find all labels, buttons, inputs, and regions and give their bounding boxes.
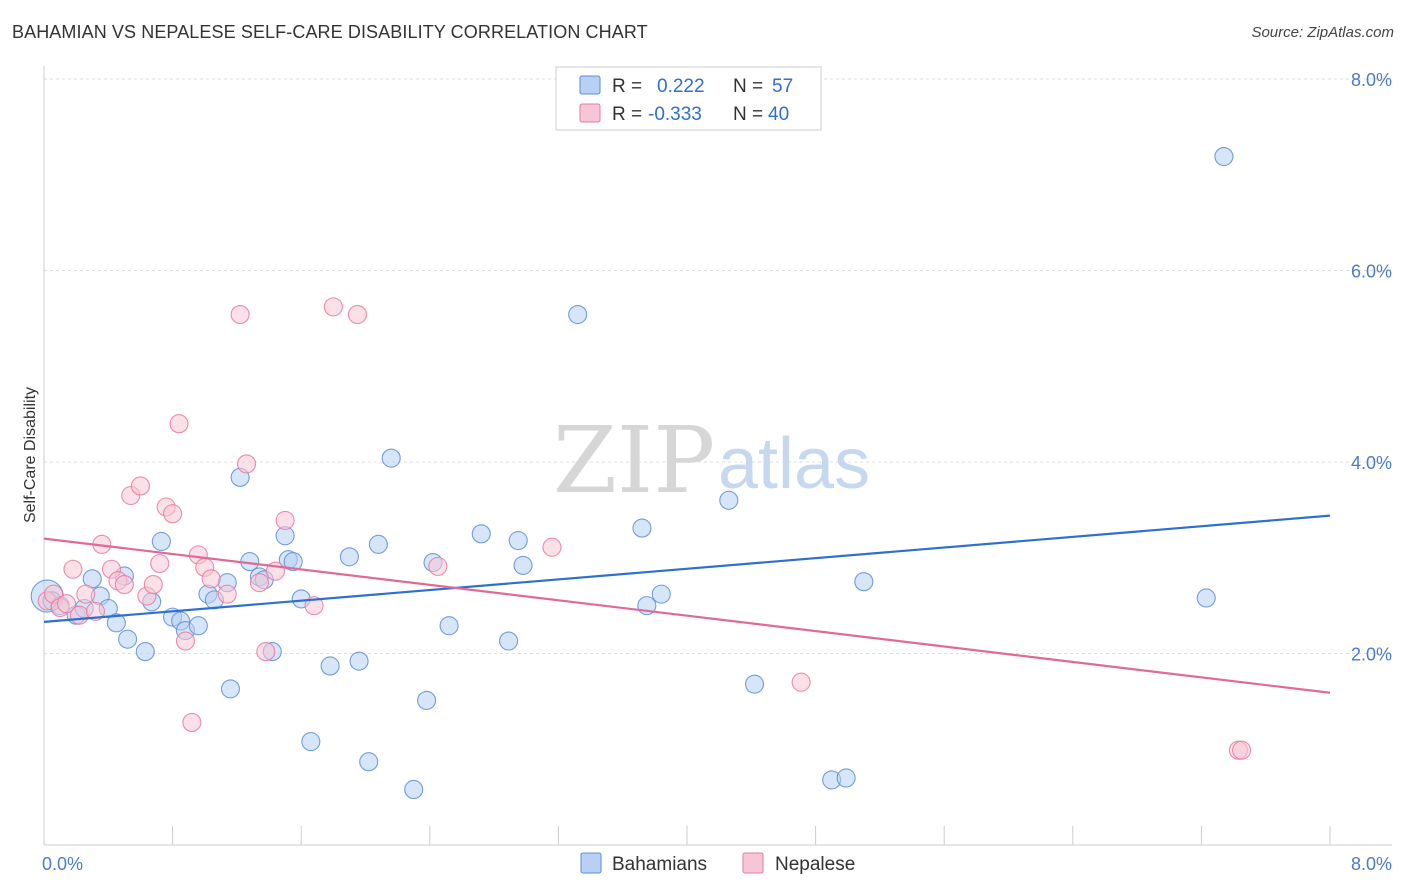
point-bahamians [151, 531, 171, 552]
watermark-atlas: atlas [718, 424, 870, 504]
legend-n-label-1: N = [733, 76, 763, 97]
point-nepalese [542, 537, 562, 557]
watermark: ZIP atlas [553, 407, 870, 514]
point-nepalese [1232, 740, 1252, 760]
point-nepalese [323, 297, 343, 317]
watermark-zip: ZIP [553, 407, 715, 514]
legend-r-value-2: -0.333 [648, 104, 702, 125]
legend-swatch-nepalese [579, 103, 601, 123]
point-bahamians [744, 674, 765, 694]
point-bahamians [1214, 147, 1234, 167]
point-bahamians [339, 547, 359, 567]
point-nepalese [150, 553, 170, 574]
source-label: Source: ZipAtlas.com [1251, 24, 1394, 41]
point-bahamians [632, 518, 652, 538]
point-nepalese [63, 559, 83, 579]
y-tick-label: 6.0% [1351, 262, 1392, 282]
x-tick-label: 0.0% [42, 854, 83, 874]
point-bahamians [301, 732, 321, 752]
point-nepalese [201, 569, 221, 589]
point-bahamians [439, 616, 459, 636]
series-legend: Bahamians Nepalese [580, 852, 855, 875]
legend-n-label-2: N = [733, 104, 763, 125]
point-nepalese [275, 510, 295, 530]
point-bahamians [854, 572, 874, 592]
y-tick-label: 8.0% [1351, 70, 1392, 90]
correlation-legend: R = 0.222 N = 57 R = -0.333 N = 40 [555, 66, 822, 131]
point-nepalese [791, 672, 811, 692]
point-bahamians [283, 552, 303, 572]
point-nepalese [69, 605, 89, 625]
point-bahamians [417, 690, 437, 710]
point-nepalese [56, 594, 77, 614]
chart-title: BAHAMIAN VS NEPALESE SELF-CARE DISABILIT… [12, 22, 648, 42]
point-bahamians [471, 524, 491, 544]
point-nepalese [182, 712, 202, 732]
legend-r-label-1: R = [612, 76, 642, 97]
point-bahamians [188, 616, 208, 636]
point-bahamians [320, 656, 340, 676]
point-nepalese [85, 601, 105, 621]
point-nepalese [304, 596, 324, 616]
point-nepalese [163, 504, 183, 524]
trend-lines [43, 514, 1331, 694]
point-bahamians [719, 490, 739, 510]
legend-r-value-1: 0.222 [657, 76, 705, 97]
point-nepalese [256, 642, 276, 662]
point-bahamians [359, 752, 379, 772]
point-nepalese [236, 454, 257, 474]
point-nepalese [428, 556, 448, 576]
point-nepalese [230, 304, 250, 325]
point-nepalese [76, 584, 96, 604]
y-tick-label: 2.0% [1351, 645, 1392, 665]
bottom-swatch-nepalese [742, 852, 764, 874]
legend-n-value-1: 57 [772, 76, 793, 97]
legend-n-value-2: 40 [768, 104, 789, 125]
series-name-bahamians: Bahamians [612, 854, 707, 875]
point-bahamians [381, 448, 401, 468]
trend-line-nepalese [43, 537, 1331, 694]
point-bahamians [836, 768, 856, 788]
point-bahamians [220, 679, 241, 699]
point-bahamians [568, 304, 588, 325]
legend-swatch-bahamians [579, 75, 601, 95]
y-tick-label: 4.0% [1351, 453, 1392, 473]
x-tick-label: 8.0% [1351, 854, 1392, 874]
y-axis-label: Self-Care Disability [22, 387, 39, 523]
point-bahamians [349, 651, 369, 671]
point-bahamians [404, 779, 424, 800]
tick-labels: 2.0% 4.0% 6.0% 8.0% 0.0% 8.0% [42, 70, 1392, 874]
point-nepalese [143, 575, 163, 595]
point-nepalese [217, 584, 237, 604]
point-bahamians [651, 584, 671, 604]
point-nepalese [175, 631, 196, 651]
legend-r-label-2: R = [612, 104, 642, 125]
point-nepalese [130, 476, 150, 496]
bottom-swatch-bahamians [580, 852, 602, 874]
point-nepalese [347, 304, 368, 325]
point-bahamians [508, 530, 528, 551]
point-bahamians [118, 629, 138, 649]
point-nepalese [169, 414, 189, 434]
trend-line-bahamians [43, 514, 1331, 623]
point-bahamians [1196, 588, 1216, 608]
point-bahamians [513, 555, 533, 575]
point-bahamians [368, 534, 388, 554]
point-bahamians [135, 642, 155, 662]
point-bahamians [106, 613, 126, 633]
data-points [30, 147, 1252, 800]
series-name-nepalese: Nepalese [775, 854, 855, 875]
axes [43, 66, 1392, 846]
point-nepalese [114, 575, 134, 595]
point-bahamians [499, 631, 519, 651]
point-nepalese [249, 573, 269, 593]
